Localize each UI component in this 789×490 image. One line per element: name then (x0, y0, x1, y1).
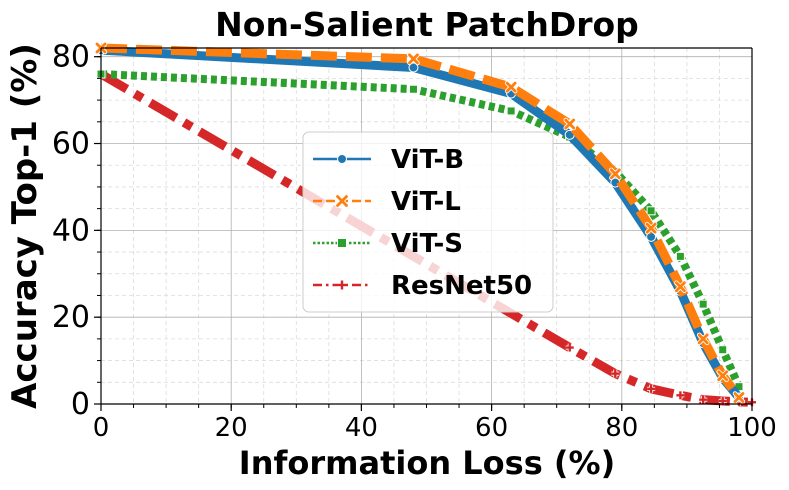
data-point-resnet50 (565, 343, 574, 352)
y-tick-label: 40 (52, 213, 90, 248)
data-point-vit-b (408, 62, 419, 73)
data-point-vit-l (674, 280, 687, 294)
data-point-vit-l (407, 52, 420, 66)
x-tick-label: 80 (605, 413, 638, 443)
marker-stroke (609, 168, 621, 180)
series-line-vit-b (100, 45, 743, 401)
data-point-vit-l (696, 332, 710, 346)
marker-stroke (336, 195, 348, 207)
data-point-vit-l (504, 80, 518, 94)
legend-label-resnet50: ResNet50 (391, 271, 532, 301)
legend-label-vit-l: ViT-L (391, 187, 461, 217)
legend-marker-vit-s (337, 238, 347, 248)
data-point-resnet50 (699, 395, 708, 404)
ticks-layer: 0 20 40 60 80 100 0 20 40 60 80 (52, 40, 777, 443)
data-point-vit-l (732, 391, 746, 404)
legend-entry-vit-b: ViT-B (313, 145, 464, 175)
y-axis-label: Accuracy Top-1 (%) (5, 43, 45, 409)
marker-stroke (733, 392, 745, 403)
legend-entry-resnet50: ResNet50 (313, 271, 532, 301)
y-tick-label: 60 (52, 127, 90, 162)
x-tick-label: 20 (215, 413, 248, 443)
series-line-vit-l (100, 43, 743, 401)
data-point-vit-s (408, 84, 418, 94)
legend-label-vit-b: ViT-B (391, 145, 464, 175)
data-point-resnet50 (647, 384, 656, 393)
legend-marker-vit-b (337, 154, 347, 164)
series-vit-l (94, 41, 746, 404)
marker-stroke (674, 281, 686, 293)
marker-stroke (505, 81, 517, 93)
marker-stroke (408, 53, 419, 65)
chart-title: Non-Salient PatchDrop (215, 5, 639, 44)
data-point-resnet50 (611, 369, 620, 378)
y-tick-label: 20 (52, 300, 90, 335)
legend-marker-resnet50 (337, 280, 347, 290)
data-point-vit-l (563, 117, 576, 131)
x-tick-label: 60 (475, 413, 508, 443)
legend-box (302, 131, 554, 313)
y-tick-label: 80 (52, 40, 90, 75)
legend-entry-vit-s: ViT-S (313, 229, 463, 259)
legend-entry-vit-l: ViT-L (313, 187, 461, 217)
x-tick-label: 100 (727, 413, 777, 443)
series-layer (94, 41, 756, 407)
legend-marker-vit-l (335, 194, 349, 208)
x-axis-label: Information Loss (%) (239, 444, 615, 482)
marker-stroke (717, 370, 729, 382)
y-tick-label: 0 (71, 387, 90, 422)
x-tick-label: 40 (345, 413, 378, 443)
data-point-vit-l (644, 221, 658, 235)
data-point-vit-s (646, 206, 656, 216)
data-point-vit-s (675, 251, 685, 261)
legend-label-vit-s: ViT-S (391, 229, 463, 259)
data-point-vit-s (718, 345, 728, 355)
data-point-vit-l (716, 369, 729, 383)
series-line-resnet50 (98, 70, 753, 407)
data-point-vit-s (506, 106, 516, 116)
marker-stroke (564, 118, 576, 130)
marker-stroke (645, 222, 657, 234)
x-tick-label: 0 (93, 413, 110, 443)
legend: ViT-B ViT-L ViT-S ResNet50 (302, 131, 554, 313)
series-line-vit-s (100, 70, 743, 389)
data-point-resnet50 (676, 391, 685, 400)
marker-stroke (697, 333, 709, 345)
data-point-vit-s (698, 299, 708, 309)
data-point-vit-l (609, 167, 622, 181)
